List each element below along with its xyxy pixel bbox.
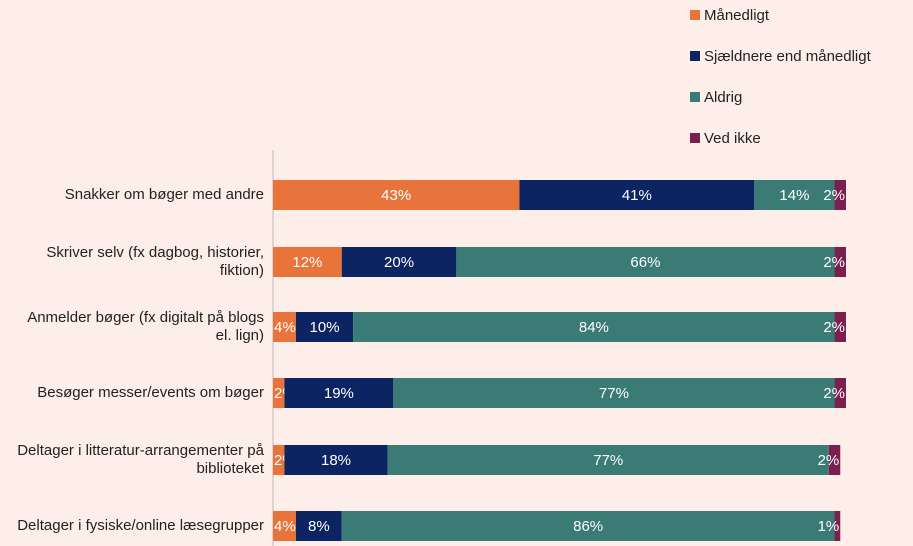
value-label: 2% (823, 254, 845, 271)
category-label: Besøger messer/events om bøger (37, 384, 264, 401)
value-label: 10% (310, 319, 340, 336)
value-label: 84% (579, 319, 609, 336)
value-label: 19% (324, 385, 354, 402)
value-label: 66% (630, 254, 660, 271)
bar-segment (295, 511, 342, 541)
bar-segment (519, 180, 755, 210)
category-label: Skriver selv (fx dagbog, historier, fikt… (46, 244, 264, 279)
value-label: 43% (381, 187, 411, 204)
value-label: 18% (321, 452, 351, 469)
category-label: Deltager i fysiske/online læsegrupper (17, 517, 264, 534)
bar-segment (273, 180, 520, 210)
bar-segment (341, 247, 457, 277)
legend-label: Månedligt (704, 7, 770, 24)
bar-segment (273, 378, 285, 408)
bar-segment (834, 378, 846, 408)
value-label: 2% (823, 385, 845, 402)
bar-segment (284, 378, 394, 408)
value-label: 8% (308, 518, 330, 535)
bar-segment (834, 247, 846, 277)
legend-swatch (690, 10, 700, 20)
category-label: Anmelder bøger (fx digitalt på blogs el.… (27, 309, 264, 344)
value-label: 77% (599, 385, 629, 402)
value-label: 2% (818, 452, 840, 469)
bar-segment (273, 312, 296, 342)
legend-swatch (690, 51, 700, 61)
value-label: 4% (274, 319, 296, 336)
value-label: 2% (823, 187, 845, 204)
bar-segment (456, 247, 835, 277)
bar-segment (387, 445, 829, 475)
bar-segment (828, 445, 841, 475)
value-label: 14% (779, 187, 809, 204)
bar-segment (341, 511, 835, 541)
bar-segment (273, 511, 296, 541)
bar-segment (284, 445, 388, 475)
bar-segment (273, 247, 342, 277)
bar-segment (834, 180, 846, 210)
category-label: Snakker om bøger med andre (64, 186, 264, 203)
value-label: 12% (292, 254, 322, 271)
bar-segment (754, 180, 835, 210)
legend-label: Ved ikke (704, 130, 761, 147)
value-label: 2% (823, 319, 845, 336)
value-label: 77% (593, 452, 623, 469)
bar-segment (834, 312, 846, 342)
bar-segment (273, 445, 285, 475)
value-label: 20% (384, 254, 414, 271)
legend-label: Sjældnere end månedligt (704, 48, 872, 65)
value-label: 4% (274, 518, 296, 535)
legend-swatch (690, 133, 700, 143)
value-label: 86% (573, 518, 603, 535)
bar-segment (353, 312, 835, 342)
value-label: 41% (622, 187, 652, 204)
bar-segment (295, 312, 354, 342)
value-label: 1% (818, 518, 840, 535)
legend-label: Aldrig (704, 89, 742, 106)
bar-segment (393, 378, 835, 408)
bar-segment (834, 511, 841, 541)
legend-swatch (690, 92, 700, 102)
category-label: Deltager i litteratur-arrangementer på b… (17, 442, 264, 477)
